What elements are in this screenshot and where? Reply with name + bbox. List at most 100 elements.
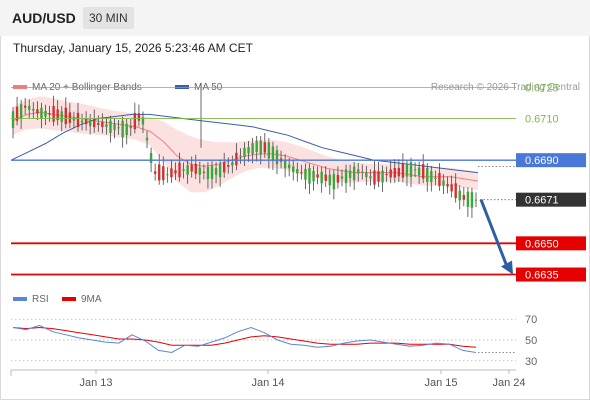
candle-body: [133, 113, 137, 130]
candle-body: [101, 121, 104, 128]
candle-body: [385, 174, 388, 176]
candle-body: [28, 105, 31, 111]
candle-body: [340, 176, 344, 179]
pivot-tag: [516, 153, 586, 168]
candle-body: [23, 105, 27, 108]
candle-body: [222, 162, 226, 173]
candle-body: [393, 168, 396, 178]
candle-body: [251, 143, 254, 154]
candle-body: [182, 169, 185, 171]
candle-body: [401, 163, 405, 178]
candle-body: [462, 195, 466, 200]
candle-body: [40, 107, 43, 120]
candle-body: [129, 125, 132, 129]
timeframe-button[interactable]: 30 MIN: [83, 7, 134, 29]
candle-body: [397, 167, 401, 177]
candle-body: [11, 111, 15, 128]
ma50-line: [10, 113, 479, 174]
candle-body: [352, 166, 356, 181]
forecast-arrow-shaft: [479, 199, 509, 268]
candle-body: [235, 152, 238, 166]
candle-body: [72, 118, 76, 121]
candle-body: [32, 109, 35, 111]
candle-body: [88, 120, 92, 127]
candle-body: [206, 167, 210, 180]
last-price-label: 0.6671: [525, 195, 559, 207]
pivot-label: 0.6690: [525, 155, 559, 167]
support-tag: [516, 236, 586, 251]
candle-body: [389, 169, 392, 178]
candle-body: [113, 124, 116, 130]
candle-body: [474, 199, 478, 201]
candle-body: [243, 147, 246, 157]
candle-body: [84, 119, 88, 125]
candle-body: [166, 174, 169, 176]
candle-body: [97, 123, 100, 125]
candle-body: [336, 174, 340, 183]
candle-body: [117, 127, 120, 129]
rsi-tick-label: 70: [525, 314, 537, 326]
candle-body: [283, 159, 287, 169]
rsi-9ma-line: [12, 326, 477, 348]
candle-body: [121, 120, 124, 138]
candle-body: [125, 123, 128, 135]
candle-body: [231, 162, 234, 166]
candle-body: [36, 109, 39, 114]
datetime-label: Thursday, January 15, 2026 5:23:46 AM CE…: [13, 41, 253, 55]
candle-body: [56, 109, 59, 121]
candle-body: [458, 190, 461, 201]
candle-body: [417, 167, 421, 176]
candle-body: [76, 112, 80, 127]
candle-body: [218, 164, 222, 178]
candle-body: [162, 166, 165, 181]
rsi-line: [12, 324, 477, 354]
candle-body: [292, 166, 295, 173]
candle-body: [247, 147, 250, 154]
candle-body: [263, 142, 267, 153]
candle-body: [145, 137, 149, 141]
x-tick-label: Jan 13: [79, 377, 112, 389]
candle-body: [202, 171, 206, 173]
candle-body: [312, 170, 315, 182]
candle-body: [259, 140, 262, 155]
candle-body: [48, 113, 51, 115]
candle-body: [52, 105, 55, 122]
candle-body: [328, 174, 331, 186]
support-label: 0.6650: [525, 238, 559, 250]
candle-body: [80, 120, 84, 123]
candle-body: [348, 170, 352, 179]
candle-body: [450, 184, 453, 192]
candle-body: [109, 120, 112, 133]
candle-body: [198, 167, 202, 175]
candle-body: [300, 172, 303, 174]
candle-body: [442, 180, 445, 186]
candle-body: [413, 169, 417, 171]
rsi-tick-label: 50: [525, 335, 537, 347]
x-tick-label: Jan 15: [424, 377, 457, 389]
candle-body: [158, 164, 161, 181]
candle-body: [316, 174, 319, 178]
rsi-tick-label: 30: [525, 356, 537, 368]
candle-body: [287, 164, 291, 169]
x-tick-label: Jan 14: [251, 377, 284, 389]
candle-body: [93, 118, 96, 128]
forecast-arrow-head: [501, 260, 513, 275]
candle-body: [430, 171, 433, 183]
candle-body: [267, 142, 271, 159]
candle-body: [194, 163, 197, 174]
candle-body: [227, 164, 230, 167]
candle-body: [170, 168, 173, 178]
header-bar: AUD/USD 30 MIN: [0, 0, 590, 36]
candle-body: [214, 168, 218, 175]
support-tag: [516, 267, 586, 282]
candle-body: [304, 168, 307, 180]
resistance-label: 0.6725: [525, 82, 559, 94]
candle-body: [434, 177, 437, 179]
candle-body: [44, 110, 47, 117]
rsi-legend-swatch-1: [62, 297, 76, 301]
candle-body: [426, 167, 429, 182]
currency-pair: AUD/USD: [12, 10, 76, 26]
candle-body: [324, 174, 327, 181]
rsi-legend-label-1: 9MA: [81, 294, 102, 305]
candle-body: [405, 164, 409, 177]
